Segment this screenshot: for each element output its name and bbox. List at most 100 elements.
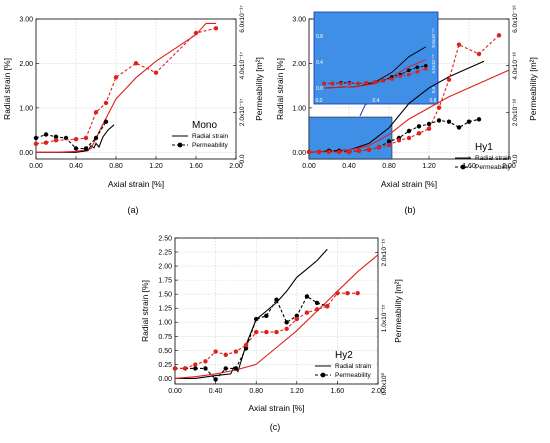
data-point — [63, 135, 69, 141]
y2-axis-label: Permeability [m²] — [254, 57, 264, 121]
data-point — [243, 342, 249, 348]
legend-item: Permeability — [192, 142, 229, 149]
x-tick-label: 0.00 — [168, 388, 182, 395]
data-point — [254, 316, 259, 322]
inset-data-point — [364, 81, 369, 85]
data-point — [223, 366, 228, 371]
series-line-radial-strain — [36, 124, 115, 153]
legend-marker — [460, 164, 466, 170]
data-point — [416, 124, 422, 129]
data-point — [73, 146, 79, 151]
data-point — [113, 75, 119, 80]
data-point — [213, 26, 219, 31]
data-point — [366, 147, 372, 152]
data-point — [476, 117, 482, 122]
data-point — [43, 132, 49, 137]
series-line-radial-strain — [308, 69, 510, 153]
legend: Hy2 Radial strain Permeability — [315, 350, 372, 379]
y2-tick-label: 0.0 — [239, 154, 246, 163]
data-point — [93, 110, 99, 115]
inset: 0.0 0.4 0.8 0.0 0.4 0.8 0.0 4.0x10⁻¹⁶ 8.0x10⁻¹⁶ — [308, 11, 439, 160]
series-line-permeability — [175, 295, 328, 381]
legend-marker — [177, 142, 183, 148]
data-point — [213, 377, 218, 382]
series-line-radial-strain — [308, 60, 485, 153]
data-point — [476, 51, 482, 57]
data-point — [406, 135, 412, 141]
chart-panel-b: 0.00 0.40 0.80 1.20 1.60 2.00 0.00 1.00 2.00 3.00… — [275, 5, 538, 215]
data-point — [386, 139, 392, 144]
data-point — [356, 148, 362, 154]
inset-y2-tick-label: 0.0 — [431, 86, 436, 93]
y-tick-label: 1.00 — [292, 105, 306, 112]
y2-tick-label: 6.0x10⁻¹⁷ — [239, 5, 246, 33]
data-point — [314, 307, 320, 312]
inset-y-tick-label: 0.8 — [316, 34, 323, 40]
data-point — [294, 313, 299, 319]
x-axis-label: Axial strain [%] — [248, 403, 304, 413]
inset-data-point — [398, 74, 403, 78]
data-point — [43, 140, 49, 145]
legend-item: Radial strain — [192, 133, 229, 140]
data-point — [103, 100, 109, 106]
y2-tick-label: 2.0x10⁻¹⁷ — [239, 98, 246, 126]
y-tick-label: 1.00 — [19, 105, 33, 112]
inset-y2-tick-label: 8.0x10⁻¹⁶ — [431, 28, 436, 47]
x-tick-label: 0.40 — [69, 163, 83, 170]
inset-data-point — [390, 77, 394, 81]
inset-data-point — [339, 81, 343, 86]
data-point — [182, 366, 188, 371]
data-point — [316, 149, 322, 155]
data-point — [325, 303, 330, 309]
x-tick-label: 0.00 — [302, 163, 316, 170]
data-point — [446, 77, 452, 82]
data-point — [33, 135, 39, 141]
legend-title: Mono — [192, 120, 217, 131]
legend: Mono Radial strain Permeability — [172, 120, 229, 149]
series-line-radial-strain — [36, 22, 216, 153]
data-point — [83, 146, 89, 151]
inset-data-point — [423, 64, 428, 68]
y-tick-label: 1.25 — [158, 306, 172, 313]
y2-tick-label: 1.0x10⁻¹⁵ — [381, 304, 388, 332]
inset-y-tick-label: 0.4 — [316, 60, 323, 66]
x-tick-label: 0.40 — [342, 163, 356, 170]
y-axis-label: Radial strain [%] — [275, 58, 285, 120]
inset-x-tick-label: 0.8 — [430, 98, 437, 104]
x-tick-label: 1.60 — [462, 163, 476, 170]
data-point — [284, 320, 289, 325]
data-point — [203, 366, 208, 371]
data-point — [213, 349, 218, 354]
data-point — [274, 297, 279, 302]
data-point — [254, 329, 259, 335]
data-point — [346, 149, 352, 155]
data-point — [426, 121, 432, 127]
data-point — [274, 329, 279, 335]
data-point — [306, 149, 312, 155]
inset-data-point — [407, 68, 411, 73]
inset-data-point — [373, 80, 377, 84]
data-point — [436, 105, 442, 110]
data-point — [53, 138, 59, 143]
y2-tick-label: 6.0x10⁻¹⁶ — [512, 5, 519, 33]
y-tick-label: 0.50 — [158, 348, 172, 355]
data-point — [243, 346, 249, 351]
data-point — [223, 352, 228, 357]
y2-axis-label: Permeability [m²] — [393, 279, 403, 343]
y-tick-label: 0.25 — [158, 362, 172, 369]
y-tick-label: 0.00 — [292, 150, 306, 157]
x-tick-label: 0.80 — [249, 388, 263, 395]
inset-data-point — [381, 78, 386, 83]
data-point — [193, 366, 198, 371]
series-line-permeability — [309, 118, 480, 153]
y-tick-label: 3.00 — [19, 17, 33, 24]
y2-tick-label: 4.0x10⁻¹⁶ — [512, 51, 519, 79]
inset-y2-tick-label: 4.0x10⁻¹⁶ — [431, 54, 436, 73]
x-axis-label: Axial strain [%] — [108, 179, 164, 189]
y2-tick-label: 2.0x10⁻¹⁶ — [512, 98, 519, 126]
y-tick-label: 2.50 — [158, 236, 172, 243]
inset-data-point — [322, 81, 326, 86]
y-tick-label: 0.00 — [19, 150, 33, 157]
x-tick-label: 1.60 — [189, 163, 203, 170]
